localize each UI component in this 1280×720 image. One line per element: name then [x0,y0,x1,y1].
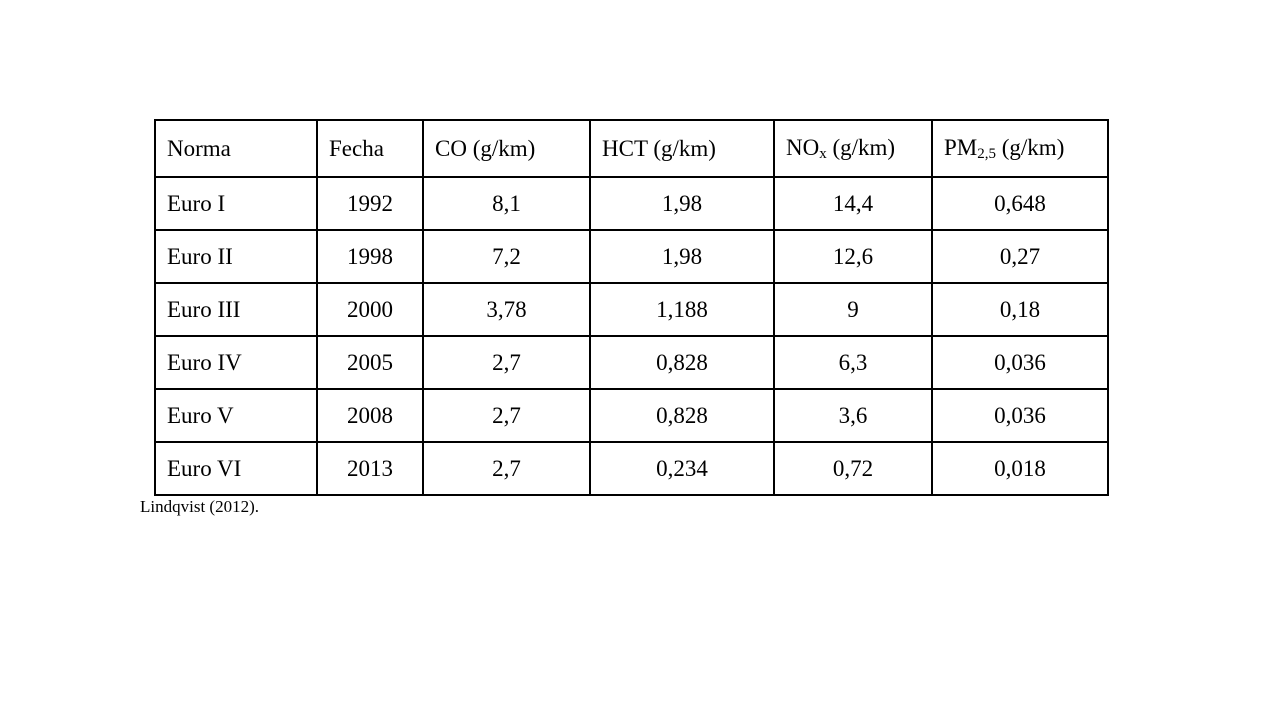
header-unit: (g/km) [996,134,1065,160]
table-row: Euro IV 2005 2,7 0,828 6,3 0,036 [154,335,1109,390]
table-cell: 9 [773,282,933,337]
header-unit: (g/km) [826,134,896,160]
table-cell: 0,036 [931,388,1109,443]
header-subscript: 2,5 [977,145,996,162]
source-note: Lindqvist (2012). [140,497,259,516]
header-cell: CO (g/km) [422,119,591,178]
header-cell: NOx (g/km) [773,119,933,178]
table-cell: 0,828 [589,388,775,443]
header-cell: PM2,5 (g/km) [931,119,1109,178]
table-cell: 0,27 [931,229,1109,284]
table-cell: Euro IV [154,335,318,390]
table-cell: 1,98 [589,176,775,231]
table-cell: 8,1 [422,176,591,231]
table-cell: 2008 [316,388,424,443]
table-row: Euro I 1992 8,1 1,98 14,4 0,648 [154,176,1109,231]
table-cell: 1,98 [589,229,775,284]
table-cell: 0,234 [589,441,775,496]
table-cell: 12,6 [773,229,933,284]
table-cell: 7,2 [422,229,591,284]
table-cell: 3,6 [773,388,933,443]
table-cell: 2000 [316,282,424,337]
emissions-table: Norma Fecha CO (g/km) HCT (g/km) NOx (g/km) P… [154,119,1109,496]
table-cell: 2,7 [422,441,591,496]
table-cell: 1,188 [589,282,775,337]
table-cell: Euro V [154,388,318,443]
table-cell: Euro III [154,282,318,337]
table-cell: 14,4 [773,176,933,231]
table-cell: 0,72 [773,441,933,496]
table-cell: 1998 [316,229,424,284]
header-row: Norma Fecha CO (g/km) HCT (g/km) NOx (g/km) P… [154,119,1109,178]
header-base: NO [786,134,820,160]
table-cell: 2,7 [422,335,591,390]
header-cell: HCT (g/km) [589,119,775,178]
table-row: Euro V 2008 2,7 0,828 3,6 0,036 [154,388,1109,443]
table-cell: 2013 [316,441,424,496]
table-cell: 0,036 [931,335,1109,390]
table-cell: 0,648 [931,176,1109,231]
table-row: Euro VI 2013 2,7 0,234 0,72 0,018 [154,441,1109,496]
table-cell: Euro II [154,229,318,284]
header-cell: Fecha [316,119,424,178]
table-row: Euro II 1998 7,2 1,98 12,6 0,27 [154,229,1109,284]
table-cell: Euro I [154,176,318,231]
table-cell: 0,018 [931,441,1109,496]
table-cell: 2005 [316,335,424,390]
header-cell: Norma [154,119,318,178]
header-subscript: x [819,145,827,162]
table-cell: 0,828 [589,335,775,390]
table-cell: 6,3 [773,335,933,390]
table-cell: 2,7 [422,388,591,443]
table-cell: 0,18 [931,282,1109,337]
table-cell: 3,78 [422,282,591,337]
table-cell: 1992 [316,176,424,231]
table-cell: Euro VI [154,441,318,496]
header-base: PM [944,134,978,160]
table-body: Euro I 1992 8,1 1,98 14,4 0,648 Euro II 1998 7,2… [154,176,1109,496]
table-row: Euro III 2000 3,78 1,188 9 0,18 [154,282,1109,337]
